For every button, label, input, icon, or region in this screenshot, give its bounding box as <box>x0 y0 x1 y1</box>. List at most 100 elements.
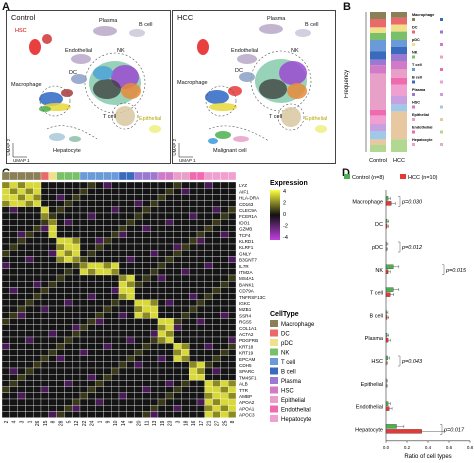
heatmap-cell <box>165 398 174 406</box>
heatmap-cell <box>142 219 151 226</box>
heatmap-cell <box>118 243 127 251</box>
heatmap-cell <box>48 380 57 387</box>
heatmap-cell <box>111 262 120 269</box>
heatmap-cell <box>95 268 104 276</box>
heatmap-cell <box>157 250 166 257</box>
heatmap-cell <box>157 194 166 201</box>
heatmap-cell <box>212 188 221 195</box>
heatmap-cell <box>196 367 205 375</box>
heatmap-cell <box>142 411 151 418</box>
heatmap-cell <box>150 194 159 201</box>
heatmap-cell <box>95 398 104 406</box>
heatmap-cell <box>157 188 166 195</box>
heatmap-cell <box>150 237 159 245</box>
ratio-bar <box>385 224 388 229</box>
heatmap-cell <box>142 243 151 251</box>
heatmap-cell <box>126 398 135 406</box>
heatmap-cell <box>181 324 190 331</box>
heatmap-cell <box>220 361 229 369</box>
heatmap-cell <box>9 281 18 288</box>
heatmap-cell <box>118 262 127 269</box>
heatmap-cell <box>72 181 81 189</box>
heatmap-cluster-label: 23 <box>168 420 174 426</box>
umap-hcc-panel: HCC Plasma B cell Endothelial NK Macroph… <box>172 10 336 164</box>
heatmap-cluster-label: 24 <box>90 420 96 426</box>
frequency-legend-swatch <box>440 118 443 121</box>
heatmap-cell <box>228 274 237 282</box>
heatmap-cell <box>189 374 198 381</box>
heatmap-cell <box>228 256 237 263</box>
heatmap-cell <box>220 299 229 307</box>
heatmap-cell <box>150 256 159 263</box>
heatmap-cell <box>17 349 26 356</box>
heatmap-cell <box>40 405 49 412</box>
frequency-legend-swatch <box>440 80 443 84</box>
heatmap-cell <box>48 405 57 412</box>
heatmap-cell <box>111 392 120 400</box>
heatmap-cell <box>189 343 198 350</box>
heatmap-gene-label: TCF4 <box>239 233 251 238</box>
heatmap-cell <box>48 392 57 400</box>
ratio-bar <box>385 355 388 361</box>
heatmap-cell <box>157 243 166 251</box>
heatmap-celltype-bar <box>212 171 221 181</box>
heatmap-gene-label: TM4SF1 <box>239 375 257 380</box>
heatmap-cell <box>87 380 96 387</box>
celltype-legend-swatch <box>270 348 278 356</box>
heatmap-cell <box>142 237 151 245</box>
heatmap-cell <box>72 398 81 406</box>
heatmap-cell <box>17 262 26 269</box>
ratio-bar <box>385 241 387 247</box>
heatmap-gene-label: APOA1 <box>239 406 255 411</box>
heatmap-cell <box>220 336 229 344</box>
heatmap-cell <box>157 262 166 269</box>
heatmap-cell <box>56 250 65 257</box>
heatmap-cell <box>87 355 96 362</box>
heatmap-cell <box>25 237 34 245</box>
heatmap-cell <box>212 181 221 189</box>
heatmap-cell <box>87 274 96 282</box>
heatmap-cell <box>40 305 49 313</box>
heatmap-cell <box>142 330 151 338</box>
heatmap-cell <box>181 411 190 418</box>
umap-control-axis-x: UMAP 1 <box>13 158 30 163</box>
heatmap-cell <box>25 262 34 269</box>
heatmap-cell <box>150 398 159 406</box>
ratio-category-label: Plasma <box>365 336 384 342</box>
heatmap-cell <box>212 200 221 207</box>
heatmap-cell <box>204 206 213 214</box>
heatmap-cell <box>33 392 42 400</box>
heatmap-gene-label: PDGFRB <box>239 338 258 343</box>
heatmap-cell <box>134 274 143 282</box>
heatmap-cluster-label: 4 <box>12 420 18 423</box>
heatmap-cluster-label: 17 <box>199 420 205 426</box>
heatmap-cell <box>48 355 57 362</box>
heatmap-cell <box>79 355 88 362</box>
heatmap-cell <box>17 299 26 307</box>
heatmap-cell <box>142 194 151 201</box>
heatmap-cell <box>204 299 213 307</box>
frequency-segment <box>370 27 386 33</box>
heatmap-cell <box>9 318 18 325</box>
heatmap-cell <box>1 287 10 294</box>
heatmap-cell <box>111 349 120 356</box>
heatmap-cell <box>64 367 73 375</box>
umap-control-label-bcell: B cell <box>139 22 153 28</box>
heatmap-cell <box>33 386 42 393</box>
heatmap-cell <box>165 293 174 300</box>
expression-tick-label: 4 <box>283 189 286 195</box>
heatmap-cell <box>33 181 42 189</box>
heatmap-cell <box>212 256 221 263</box>
heatmap-cell <box>173 250 182 257</box>
heatmap-cell <box>1 318 10 325</box>
heatmap-cell <box>9 268 18 276</box>
heatmap-cell <box>157 281 166 288</box>
heatmap-cell <box>212 392 221 400</box>
heatmap-cell <box>181 398 190 406</box>
frequency-legend-swatch <box>440 68 443 71</box>
heatmap-cell <box>204 219 213 226</box>
heatmap-cell <box>111 411 120 418</box>
heatmap-cell <box>40 237 49 245</box>
heatmap-cell <box>118 312 127 319</box>
heatmap-cell <box>111 287 120 294</box>
